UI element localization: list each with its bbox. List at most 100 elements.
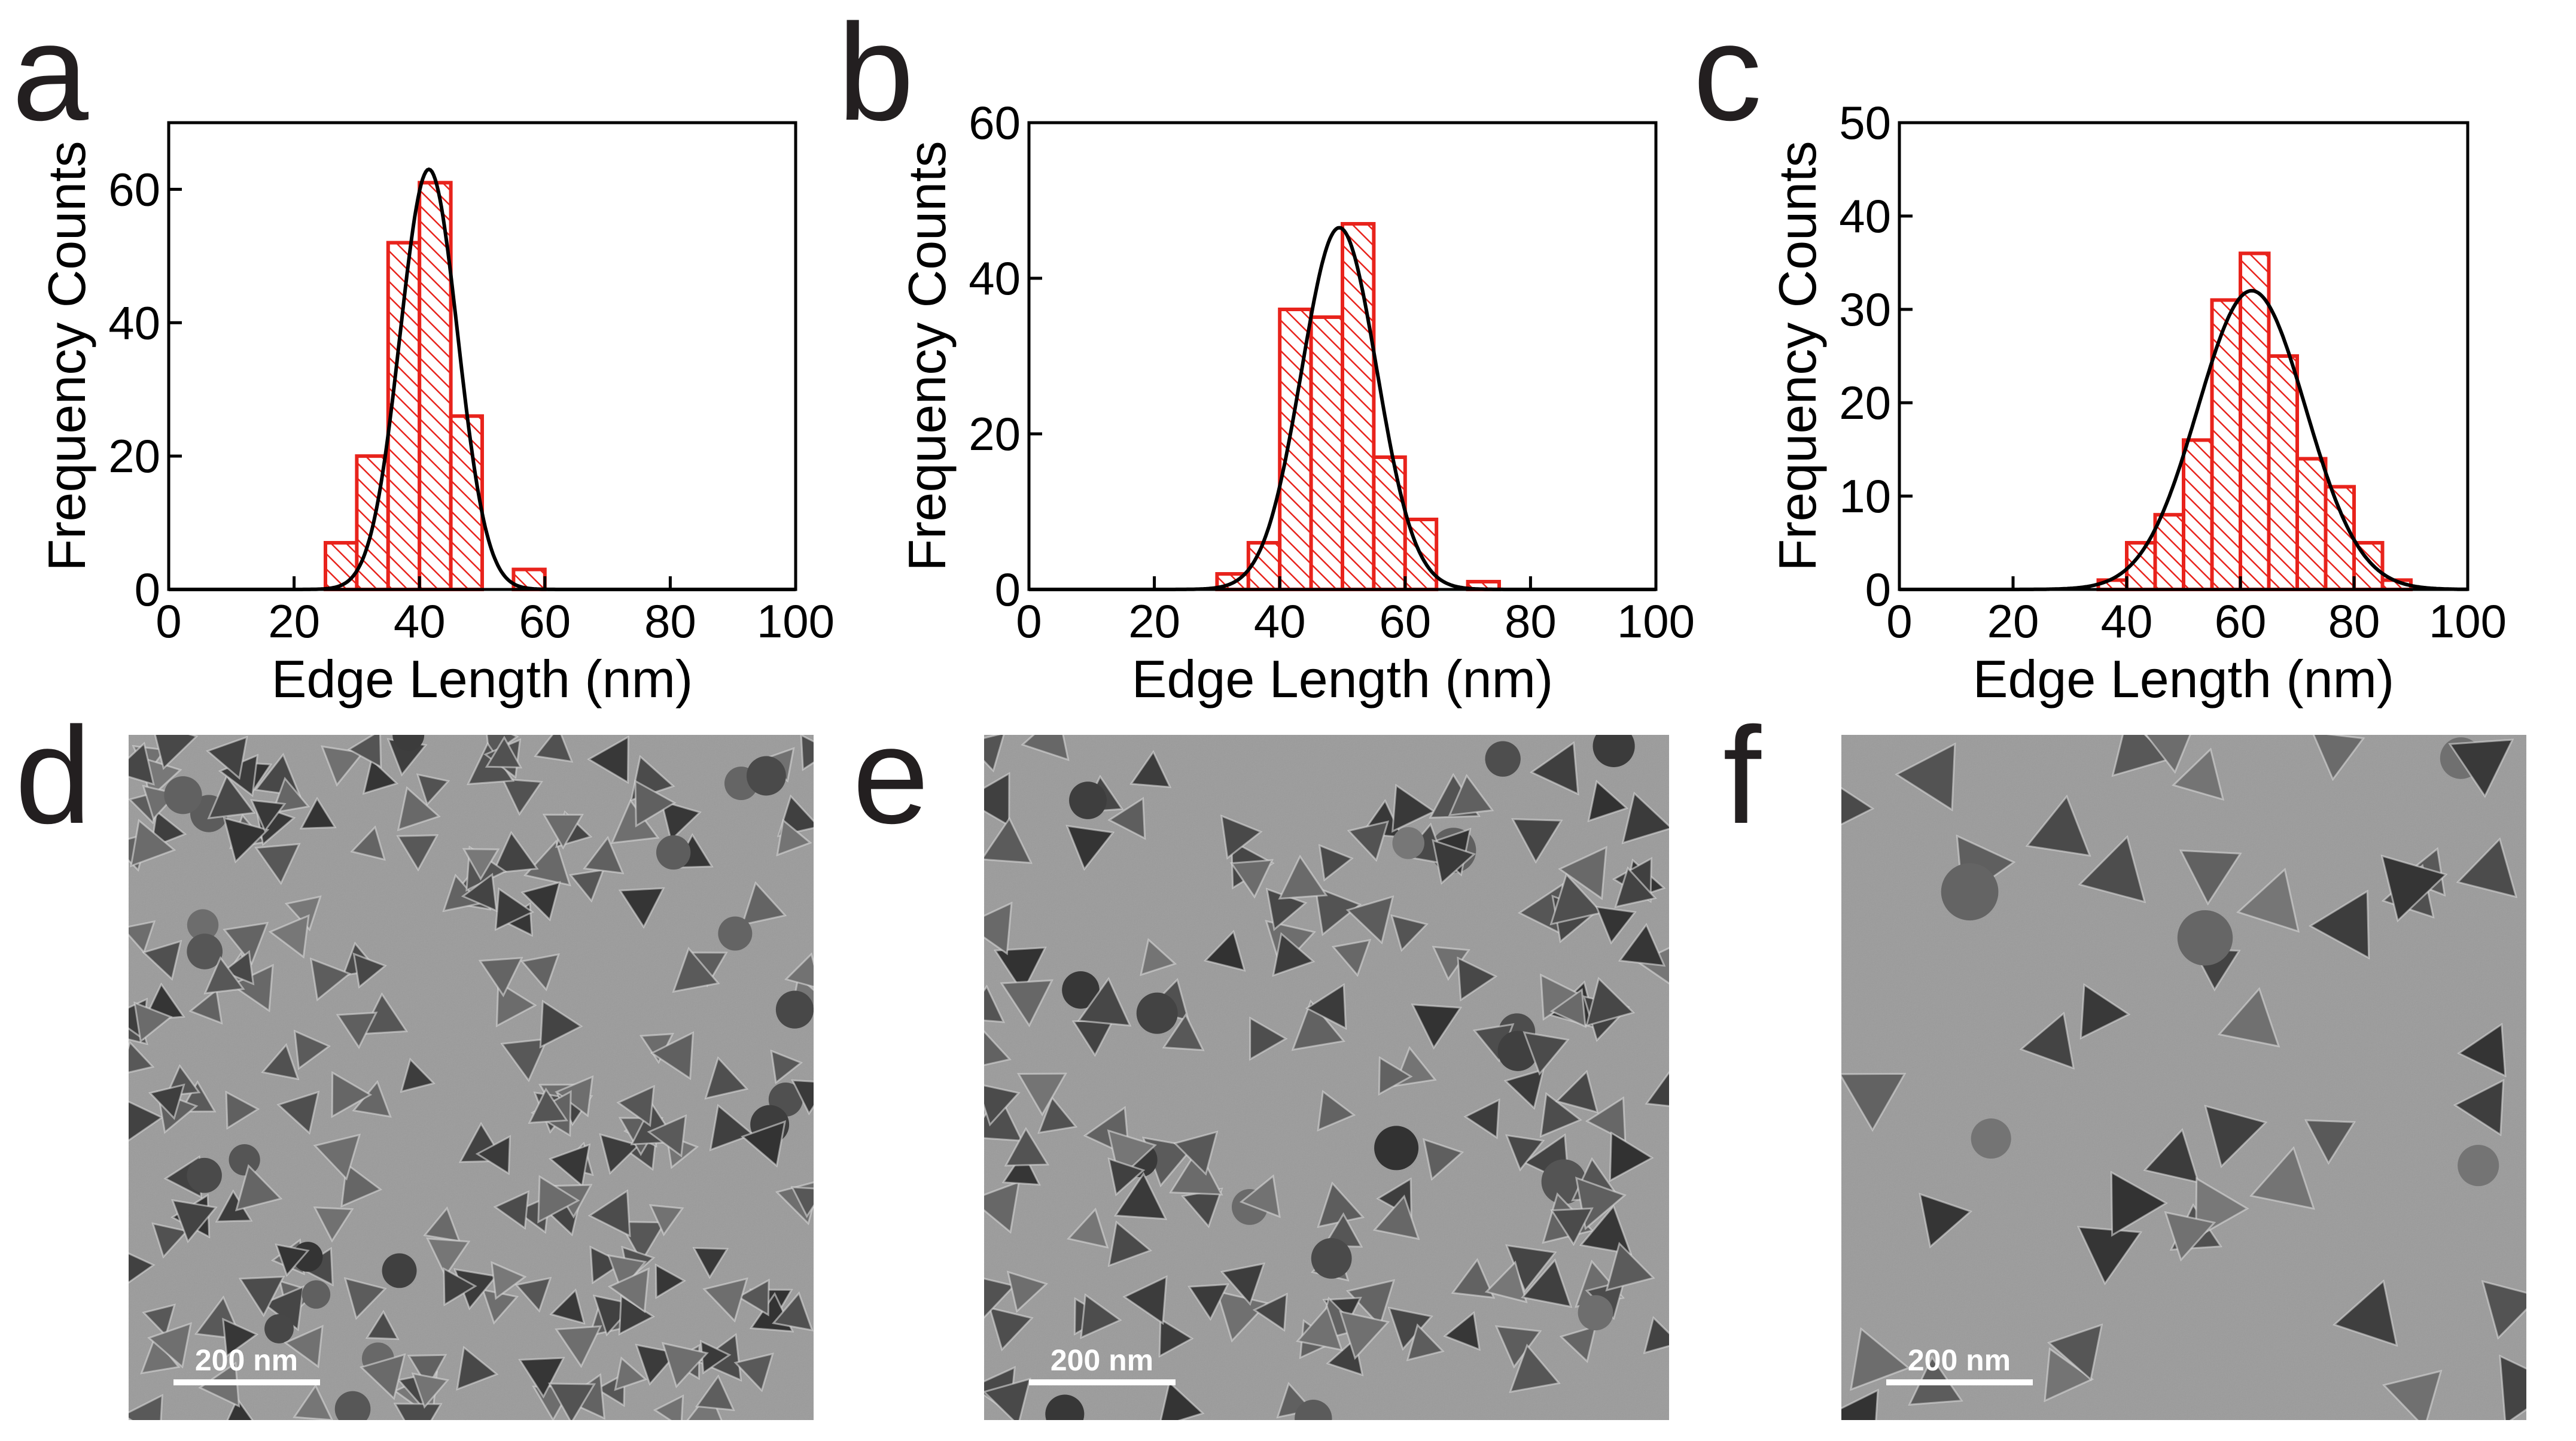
- nanoparticle: [555, 1325, 602, 1369]
- nanoparticle: [2044, 1347, 2094, 1403]
- nanoparticle: [587, 735, 629, 785]
- nanoparticle: [1971, 1118, 2011, 1159]
- scale-bar: [1029, 1379, 1176, 1385]
- nanoparticle: [293, 1029, 331, 1071]
- y-tick-label: 60: [108, 163, 160, 215]
- nanoparticle: [2456, 837, 2518, 898]
- nanoparticle: [147, 1322, 192, 1369]
- nanoparticle: [518, 1357, 565, 1399]
- nanoparticle: [1549, 872, 1604, 926]
- nanoparticle: [443, 1267, 477, 1306]
- nanoparticle: [1595, 905, 1637, 945]
- nanoparticle: [254, 843, 301, 885]
- nanoparticle: [523, 840, 571, 887]
- scale-bar-label: 200 nm: [1051, 1343, 1153, 1377]
- x-tick-label: 80: [2328, 595, 2380, 647]
- nanoparticle: [654, 1263, 686, 1299]
- nanoparticle: [495, 980, 537, 1027]
- scale-bar-label: 200 nm: [195, 1343, 298, 1377]
- nanoparticle: [1895, 742, 1956, 811]
- nanoparticle: [491, 831, 539, 874]
- nanoparticle: [235, 1164, 283, 1212]
- nanoparticle: [299, 796, 337, 829]
- nanoparticle: [1457, 956, 1498, 1002]
- nanoparticle: [334, 1391, 371, 1420]
- nanoparticle: [1523, 1031, 1570, 1076]
- nanoparticle: [336, 1011, 378, 1050]
- nanoparticle: [784, 952, 814, 988]
- nanoparticle: [475, 1135, 511, 1175]
- nanoparticle: [1314, 886, 1362, 937]
- x-tick-label: 60: [2215, 595, 2267, 647]
- nanoparticle: [129, 920, 156, 954]
- nanoparticle: [1001, 1150, 1041, 1186]
- histogram-c: 0 20 40 60 80 100 0 10 20 30 40 50 Edge Length (nm) F…: [1768, 96, 2507, 709]
- nanoparticle: [1187, 1283, 1229, 1321]
- nanoparticle: [2177, 910, 2233, 966]
- nanoparticle: [1593, 735, 1635, 767]
- nanoparticle: [2382, 1369, 2443, 1420]
- nanoparticle: [1406, 1323, 1445, 1361]
- nanoparticle: [1252, 1293, 1288, 1332]
- nanoparticle: [1541, 1159, 1587, 1205]
- nanoparticle: [396, 834, 439, 872]
- panel-label-f: f: [1723, 698, 1762, 852]
- hist-bar: [2153, 513, 2185, 592]
- nanoparticle: [2078, 835, 2146, 904]
- nanoparticle: [423, 1206, 461, 1242]
- nanoparticle: [1272, 932, 1316, 977]
- nanoparticle: [1069, 782, 1107, 819]
- nanoparticle: [1463, 1098, 1500, 1139]
- nanoparticle: [993, 946, 1047, 995]
- nanoparticle: [313, 1206, 354, 1243]
- nanoparticle: [2217, 987, 2280, 1048]
- nanoparticle: [359, 1353, 406, 1400]
- nanoparticle: [1559, 1325, 1597, 1363]
- nanoparticle: [1411, 1004, 1463, 1050]
- nanoparticle: [2145, 735, 2191, 774]
- nanoparticle: [2333, 1279, 2398, 1347]
- nanoparticle: [400, 1057, 436, 1093]
- nanoparticle: [2499, 1354, 2526, 1420]
- nanoparticle: [718, 916, 753, 951]
- scale-bar-label: 200 nm: [1908, 1343, 2011, 1377]
- nanoparticle: [1609, 1131, 1654, 1182]
- nanoparticle: [1509, 1343, 1561, 1393]
- nanoparticle: [770, 1049, 803, 1084]
- nanoparticle: [2481, 1280, 2526, 1340]
- nanoparticle: [984, 1378, 1031, 1420]
- y-tick-label: 0: [995, 563, 1021, 616]
- nanoparticle: [607, 1267, 650, 1314]
- x-tick-label: 80: [1505, 595, 1557, 647]
- nanoparticle: [984, 984, 1006, 1023]
- nanoparticle: [1080, 1293, 1122, 1339]
- y-axis-title: Frequency Counts: [37, 141, 96, 571]
- nanoparticle: [2172, 747, 2225, 801]
- nanoparticle: [1391, 783, 1436, 833]
- panel-label-a: a: [12, 0, 89, 149]
- nanoparticle: [1841, 787, 1875, 826]
- nanoparticle: [1579, 1204, 1633, 1255]
- nanoparticle: [1169, 1147, 1223, 1196]
- x-tick-label: 40: [1254, 595, 1306, 647]
- nanoparticle: [313, 1133, 361, 1181]
- nanoparticle: [1539, 1092, 1582, 1138]
- nanoparticle: [164, 776, 202, 814]
- nanoparticle: [226, 1397, 254, 1420]
- nanoparticle: [1278, 855, 1328, 900]
- nanoparticle: [268, 914, 310, 959]
- nanoparticle: [461, 872, 498, 913]
- nanoparticle: [1136, 992, 1178, 1034]
- y-tick-label: 50: [1839, 96, 1891, 149]
- nanoparticle: [650, 1031, 695, 1080]
- nanoparticle: [984, 1180, 1021, 1234]
- nanoparticle: [2312, 735, 2365, 782]
- y-tick-label: 20: [108, 430, 160, 482]
- x-axis-title: Edge Length (nm): [1132, 649, 1553, 709]
- x-axis-title: Edge Length (nm): [272, 649, 693, 709]
- nanoparticle: [1062, 971, 1100, 1009]
- nanoparticle: [984, 1084, 1021, 1127]
- hist-bar: [2324, 485, 2356, 592]
- y-tick-label: 30: [1839, 283, 1891, 336]
